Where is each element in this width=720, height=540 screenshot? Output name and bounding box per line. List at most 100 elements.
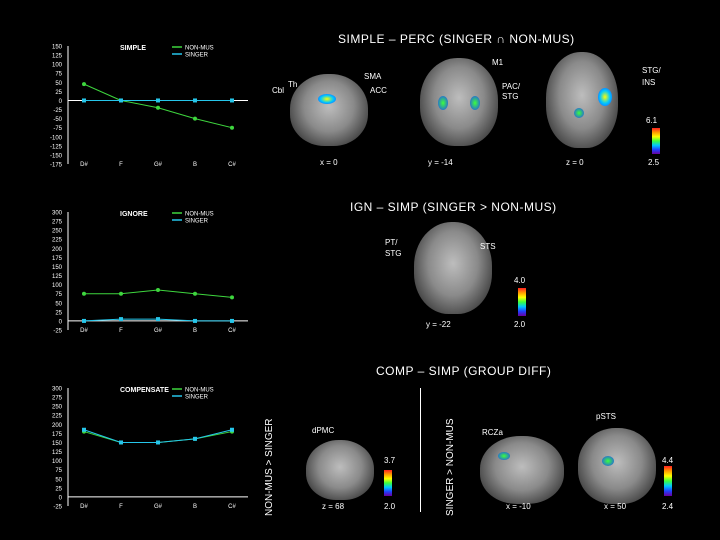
divider [420, 388, 421, 512]
x-tick-label: C# [228, 162, 236, 168]
activation-blob [598, 88, 612, 106]
label-m1: M1 [492, 58, 504, 67]
y-tick-label: 0 [59, 495, 63, 501]
coord-x0: x = 0 [320, 158, 338, 167]
label-sts: STS [480, 242, 496, 251]
y-tick-label: -25 [53, 329, 62, 335]
x-tick-label: F [119, 504, 123, 510]
data-point [230, 295, 234, 300]
x-tick-label: G# [154, 504, 163, 510]
y-tick-label: 150 [52, 441, 63, 447]
data-point [156, 317, 160, 322]
y-tick-label: 175 [52, 432, 63, 438]
coord-y-22: y = -22 [426, 320, 451, 329]
y-tick-label: 125 [52, 54, 63, 60]
vlabel-singer-nonmus: SINGER > NON-MUS [445, 418, 456, 516]
activation-blob [498, 452, 510, 460]
data-point [156, 105, 160, 110]
activation-blob [470, 96, 480, 110]
activation-blob [438, 96, 448, 110]
x-tick-label: D# [80, 162, 88, 168]
x-tick-label: B [193, 504, 197, 510]
chart-title: SIMPLE [120, 45, 146, 52]
y-tick-label: 125 [52, 274, 63, 280]
label-psts: pSTS [596, 412, 617, 421]
data-point [156, 98, 160, 103]
y-tick-label: 200 [52, 247, 63, 253]
panel1-title: SIMPLE – PERC (SINGER ∩ NON-MUS) [338, 32, 575, 46]
colorbar-4 [664, 466, 672, 496]
data-point [230, 125, 234, 130]
y-tick-label: -25 [53, 505, 62, 511]
brain-sagittal-3a [480, 436, 564, 504]
label-cbl: Cbl [272, 86, 285, 95]
scale2-max: 4.0 [514, 276, 526, 285]
data-point [82, 98, 86, 103]
data-point [230, 427, 234, 432]
y-tick-label: 25 [55, 310, 62, 316]
x-tick-label: B [193, 162, 197, 168]
y-tick-label: 275 [52, 396, 63, 402]
legend-label: NON-MUS [185, 46, 214, 52]
chart-title: COMPENSATE [120, 387, 169, 394]
label-ins: INS [642, 78, 656, 87]
colorbar-1 [652, 128, 660, 154]
y-tick-label: -75 [53, 126, 62, 132]
y-tick-label: -150 [50, 153, 63, 159]
data-point [119, 317, 123, 322]
y-tick-label: 200 [52, 423, 63, 429]
label-th: Th [288, 80, 298, 89]
y-tick-label: 50 [55, 477, 62, 483]
x-tick-label: D# [80, 504, 88, 510]
brain-coronal-2 [414, 222, 492, 314]
y-tick-label: 275 [52, 220, 63, 226]
y-tick-label: 100 [52, 283, 63, 289]
data-point [82, 427, 86, 432]
y-tick-label: 75 [55, 292, 62, 298]
y-tick-label: -50 [53, 117, 62, 123]
y-tick-label: 225 [52, 414, 63, 420]
data-point [156, 440, 160, 445]
y-tick-label: 0 [59, 99, 63, 105]
x-tick-label: C# [228, 328, 236, 334]
brain-axial-3 [306, 440, 374, 500]
activation-blob [574, 108, 584, 118]
label-rcza: RCZa [482, 428, 503, 437]
y-tick-label: 150 [52, 265, 63, 271]
brain-sagittal-1 [290, 74, 368, 146]
data-point [193, 436, 197, 441]
label-stg-ins: STG/ [642, 66, 661, 75]
legend-label: SINGER [185, 53, 209, 59]
data-point [193, 116, 197, 121]
panel2-title: IGN – SIMP (SINGER > NON-MUS) [350, 200, 557, 214]
data-point [230, 318, 234, 323]
label-pt: PT/ [385, 238, 398, 247]
scale3-min: 2.0 [384, 502, 396, 511]
panel3-title: COMP – SIMP (GROUP DIFF) [376, 364, 552, 378]
brain-sagittal-3b [578, 428, 656, 504]
scale1-min: 2.5 [648, 158, 660, 167]
x-tick-label: C# [228, 504, 236, 510]
scale4-max: 4.4 [662, 456, 674, 465]
data-point [119, 98, 123, 103]
x-tick-label: G# [154, 328, 163, 334]
label-stg: STG [502, 92, 519, 101]
y-tick-label: 175 [52, 256, 63, 262]
y-tick-label: -125 [50, 144, 63, 150]
scale3-max: 3.7 [384, 456, 396, 465]
legend-label: SINGER [185, 395, 209, 401]
y-tick-label: 300 [52, 211, 63, 217]
y-tick-label: 250 [52, 405, 63, 411]
data-point [193, 291, 197, 296]
y-tick-label: 75 [55, 468, 62, 474]
y-tick-label: 0 [59, 319, 63, 325]
y-tick-label: -100 [50, 135, 63, 141]
y-tick-label: 50 [55, 81, 62, 87]
chart-title: IGNORE [120, 211, 148, 218]
data-point [119, 291, 123, 296]
x-tick-label: D# [80, 328, 88, 334]
coord-y-14: y = -14 [428, 158, 453, 167]
x-tick-label: B [193, 328, 197, 334]
